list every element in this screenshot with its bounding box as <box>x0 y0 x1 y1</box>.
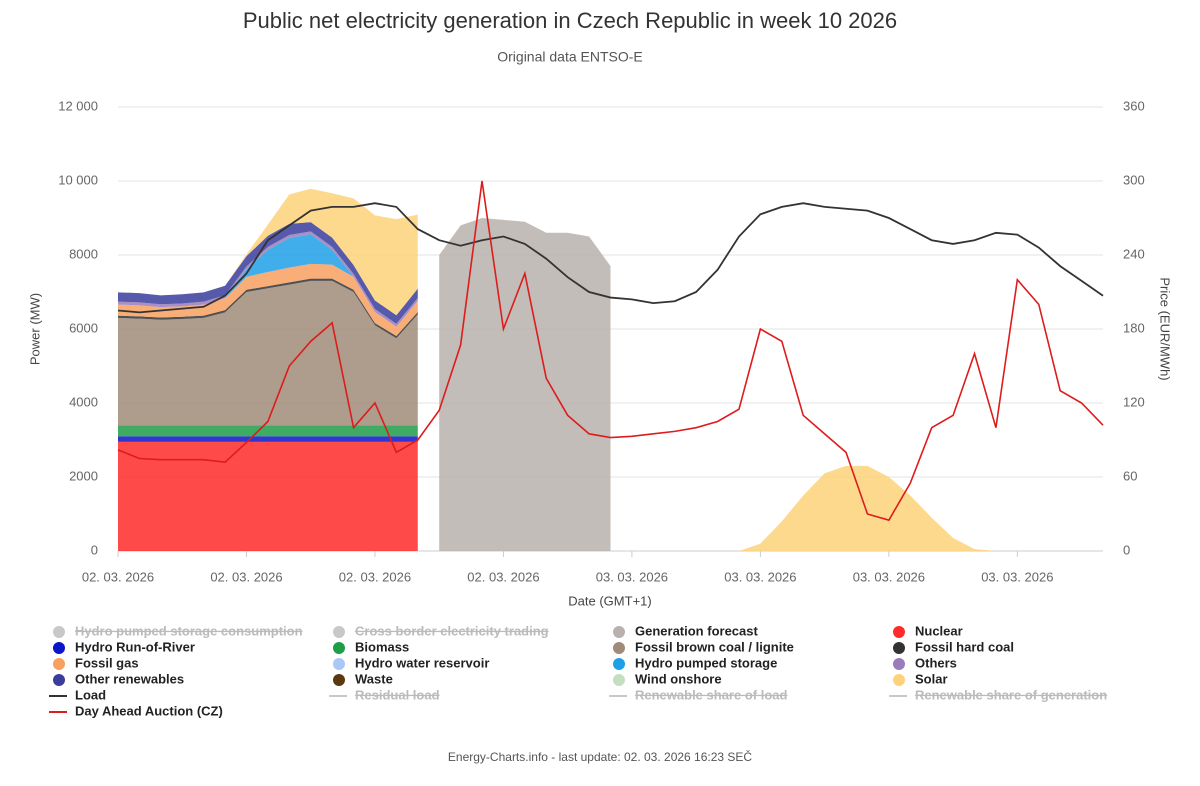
y-axis-label: Power (MW) <box>27 293 42 365</box>
y2-axis-label: Price (EUR/MWh) <box>1158 277 1173 380</box>
legend-marker <box>613 642 625 654</box>
legend-marker <box>333 642 345 654</box>
x-tick-label: 02. 03. 2026 <box>467 569 539 584</box>
area <box>118 263 418 337</box>
legend-label: Other renewables <box>75 671 184 686</box>
area <box>439 218 611 551</box>
legend-marker <box>333 658 345 670</box>
y-tick-label: 10 000 <box>58 172 98 187</box>
line <box>117 202 1104 314</box>
footer: Energy-Charts.info - last update: 02. 03… <box>448 749 753 764</box>
legend-label: Fossil gas <box>75 655 139 670</box>
legend-marker <box>333 626 345 638</box>
legend-marker <box>613 626 625 638</box>
legend-marker <box>893 674 905 686</box>
x-axis-label: Date (GMT+1) <box>568 593 651 608</box>
x-tick-label: 03. 03. 2026 <box>853 569 925 584</box>
y2-tick-label: 120 <box>1123 394 1145 409</box>
line <box>117 180 1104 522</box>
y2-tick-label: 180 <box>1123 320 1145 335</box>
area <box>118 278 418 339</box>
legend-label: Hydro water reservoir <box>355 655 489 670</box>
legend-label: Cross border electricity trading <box>355 623 549 638</box>
y-tick-label: 0 <box>91 542 98 557</box>
legend-marker <box>893 658 905 670</box>
legend-marker <box>53 658 65 670</box>
legend-label: Fossil brown coal / lignite <box>635 639 794 654</box>
area <box>118 436 418 442</box>
y2-tick-label: 60 <box>1123 468 1137 483</box>
legend-label: Residual load <box>355 687 440 702</box>
y2-tick-label: 0 <box>1123 542 1130 557</box>
legend-label: Load <box>75 687 106 702</box>
legend-label: Waste <box>355 671 393 686</box>
y-tick-label: 6000 <box>69 320 98 335</box>
area <box>118 188 996 551</box>
y2-tick-label: 300 <box>1123 172 1145 187</box>
legend-marker <box>53 626 65 638</box>
legend-label: Hydro pumped storage consumption <box>75 623 303 638</box>
area <box>118 280 418 426</box>
area <box>118 231 418 327</box>
legend-label: Biomass <box>355 639 409 654</box>
x-tick-label: 02. 03. 2026 <box>339 569 411 584</box>
legend-label: Day Ahead Auction (CZ) <box>75 703 223 718</box>
legend-label: Solar <box>915 671 948 686</box>
legend-label: Renewable share of load <box>635 687 787 702</box>
x-tick-label: 03. 03. 2026 <box>724 569 796 584</box>
legend-label: Fossil hard coal <box>915 639 1014 654</box>
legend-marker <box>333 674 345 686</box>
chart-title: Public net electricity generation in Cze… <box>243 8 897 33</box>
legend-label: Generation forecast <box>635 623 758 638</box>
x-tick-label: 02. 03. 2026 <box>82 569 154 584</box>
legend-marker <box>53 642 65 654</box>
y-tick-label: 12 000 <box>58 98 98 113</box>
legend-marker <box>53 674 65 686</box>
area <box>118 441 418 551</box>
y-tick-label: 4000 <box>69 394 98 409</box>
legend-marker <box>613 658 625 670</box>
x-tick-label: 03. 03. 2026 <box>596 569 668 584</box>
y-tick-label: 8000 <box>69 246 98 261</box>
legend-label: Hydro pumped storage <box>635 655 777 670</box>
legend-marker <box>893 626 905 638</box>
area <box>118 425 418 437</box>
legend-label: Hydro Run-of-River <box>75 639 195 654</box>
y-tick-label: 2000 <box>69 468 98 483</box>
legend-label: Wind onshore <box>635 671 722 686</box>
legend-label: Nuclear <box>915 623 963 638</box>
y2-tick-label: 360 <box>1123 98 1145 113</box>
legend-label: Renewable share of generation <box>915 687 1107 702</box>
area <box>118 234 418 327</box>
legend-label: Others <box>915 655 957 670</box>
legend-marker <box>893 642 905 654</box>
chart-subtitle: Original data ENTSO-E <box>497 49 643 65</box>
x-tick-label: 02. 03. 2026 <box>210 569 282 584</box>
x-tick-label: 03. 03. 2026 <box>981 569 1053 584</box>
area <box>118 222 418 324</box>
y2-tick-label: 240 <box>1123 246 1145 261</box>
legend-marker <box>613 674 625 686</box>
